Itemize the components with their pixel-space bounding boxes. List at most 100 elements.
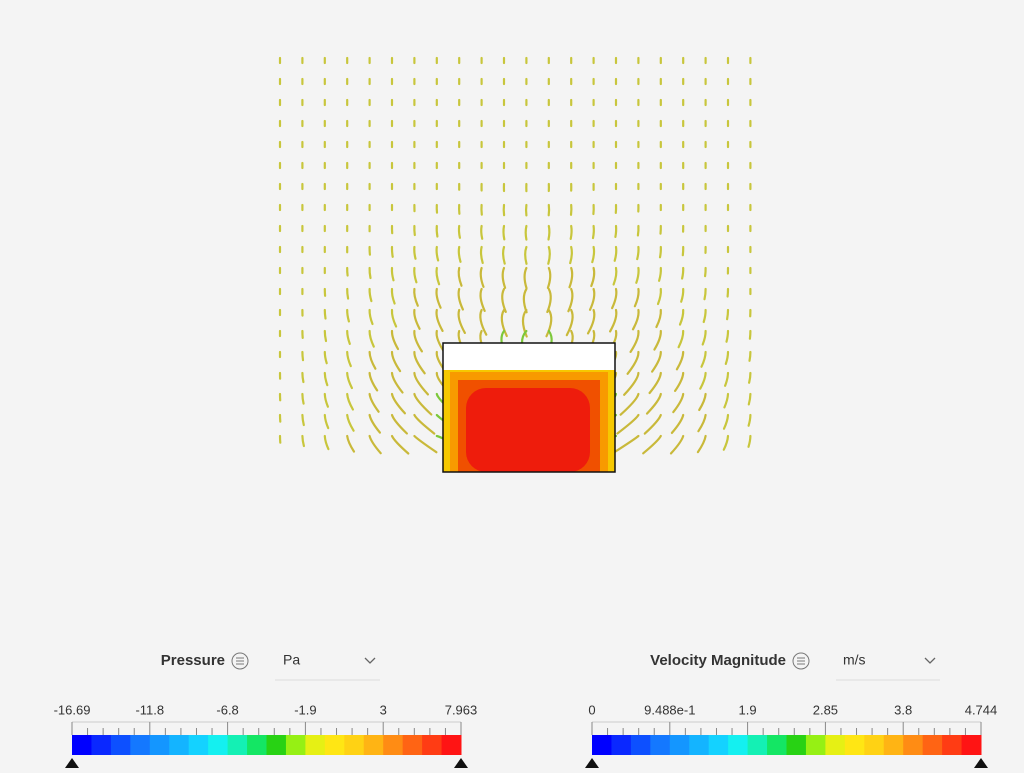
- streamline: [413, 308, 421, 330]
- streamline: [612, 266, 618, 286]
- streamline: [747, 413, 752, 427]
- streamline: [703, 287, 707, 301]
- streamline: [623, 371, 640, 396]
- tick-label: 1.9: [739, 702, 757, 717]
- streamline: [669, 434, 685, 455]
- streamline: [586, 308, 596, 335]
- streamline: [346, 371, 353, 390]
- colorbar-segment: [227, 735, 248, 755]
- range-handle[interactable]: [65, 758, 79, 768]
- colorbar-segment: [91, 735, 112, 755]
- streamline: [368, 371, 379, 392]
- tick-label: 3.8: [894, 702, 912, 717]
- streamline: [301, 350, 305, 362]
- colorbar-segment: [708, 735, 729, 755]
- streamline: [658, 266, 662, 282]
- streamline: [651, 350, 662, 373]
- streamline: [390, 266, 395, 282]
- streamline: [390, 434, 410, 455]
- streamline: [724, 350, 730, 365]
- streamline: [457, 308, 466, 334]
- streamline: [346, 392, 354, 411]
- streamline: [698, 392, 707, 412]
- streamline: [390, 392, 406, 415]
- velocity-legend: Velocity Magnitude m/s 0 9.488e-1 1.9 2.85 3…: [585, 652, 997, 768]
- streamline: [346, 434, 356, 453]
- streamline: [479, 245, 484, 264]
- menu-button[interactable]: [792, 652, 810, 670]
- streamline: [413, 392, 433, 416]
- colorbar-segment: [110, 735, 131, 755]
- streamline: [457, 287, 464, 311]
- streamline: [588, 287, 596, 311]
- streamline: [323, 350, 328, 365]
- legend-title: Pressure: [161, 652, 225, 669]
- streamline: [390, 308, 398, 328]
- colorbar-segment: [689, 735, 710, 755]
- streamline: [390, 371, 404, 394]
- streamline: [323, 413, 330, 430]
- colorbar-segment: [285, 735, 306, 755]
- streamline: [675, 350, 685, 371]
- unit-dropdown[interactable]: Pa: [275, 652, 380, 681]
- colorbar-segment: [903, 735, 924, 755]
- menu-button[interactable]: [231, 652, 249, 670]
- streamline: [346, 350, 352, 368]
- streamline: [413, 413, 436, 435]
- streamline: [643, 413, 662, 435]
- streamline: [724, 371, 730, 387]
- tick-label: 4.744: [965, 702, 998, 717]
- tick-label: 9.488e-1: [644, 702, 695, 717]
- streamline: [368, 308, 374, 326]
- colorbar-segment: [922, 735, 943, 755]
- colorbar-segment: [805, 735, 826, 755]
- colorbar-segment: [402, 735, 423, 755]
- streamline: [479, 308, 488, 336]
- tick-label: 7.963: [445, 702, 478, 717]
- colorbar-segment: [149, 735, 170, 755]
- colorbar-segment: [592, 735, 612, 755]
- range-handle[interactable]: [585, 758, 599, 768]
- geometry: [442, 342, 616, 473]
- streamline: [642, 434, 662, 455]
- unit-dropdown[interactable]: m/s: [836, 652, 940, 681]
- streamline: [500, 308, 508, 338]
- streamline: [547, 224, 551, 241]
- streamline: [626, 350, 640, 375]
- streamline: [413, 287, 419, 307]
- tick-label: 0: [588, 702, 595, 717]
- streamline: [674, 371, 685, 392]
- streamline: [565, 308, 574, 337]
- streamline: [346, 287, 350, 300]
- streamline: [704, 266, 707, 278]
- streamline: [523, 266, 528, 290]
- range-handle[interactable]: [454, 758, 468, 768]
- colorbar-segment: [344, 735, 365, 755]
- streamline: [368, 413, 381, 434]
- streamline: [390, 329, 400, 351]
- streamline: [653, 329, 662, 351]
- colorbar-segment: [844, 735, 865, 755]
- streamline: [702, 308, 707, 324]
- legend-title: Velocity Magnitude: [650, 652, 786, 669]
- tick-label: -1.9: [294, 702, 316, 717]
- streamline: [591, 245, 596, 264]
- colorbar-segment: [72, 735, 92, 755]
- box-outline: [442, 342, 616, 473]
- streamline: [681, 266, 685, 280]
- pressure-legend: Pressure Pa -16.69 -11.8 -6.8 -1.9 3 7.963: [54, 652, 478, 768]
- range-handle[interactable]: [974, 758, 988, 768]
- streamline: [697, 413, 707, 433]
- colorbar-segment: [786, 735, 807, 755]
- streamline: [633, 287, 640, 308]
- colorbar-segment: [363, 735, 384, 755]
- streamline: [501, 266, 507, 289]
- streamline: [368, 434, 382, 455]
- colorbar-segment: [266, 735, 287, 755]
- streamline: [591, 224, 595, 240]
- streamline: [678, 308, 685, 326]
- streamline: [457, 266, 463, 287]
- streamline: [368, 329, 375, 348]
- colorbar-segment: [864, 735, 885, 755]
- streamline: [672, 392, 685, 414]
